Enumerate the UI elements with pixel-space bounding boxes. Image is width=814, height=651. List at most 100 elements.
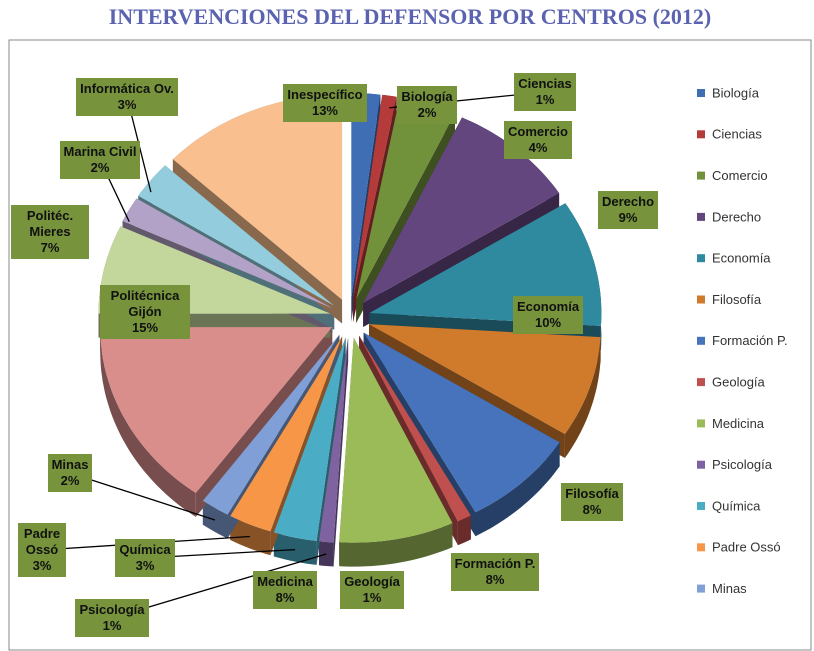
value-label: 8%	[275, 590, 295, 605]
label-wrap: Derecho 9%	[582, 170, 674, 250]
slice-side	[457, 515, 471, 546]
label-wrap: Inespecífico 13%	[267, 63, 383, 143]
slice	[369, 203, 602, 326]
slice	[273, 337, 346, 541]
category-label: Padre Ossó	[23, 526, 61, 557]
legend-swatch	[697, 130, 705, 139]
slice-side	[230, 516, 271, 556]
legend-label: Medicina	[712, 416, 765, 431]
label-box: Marina Civil 2%	[59, 141, 141, 179]
category-label: Biología	[401, 89, 453, 104]
value-label: 2%	[60, 473, 80, 488]
slice	[122, 198, 333, 309]
label-wrap: Comercio 4%	[492, 100, 584, 180]
legend-swatch	[697, 502, 705, 510]
slice	[356, 97, 455, 299]
category-label: Química	[119, 542, 171, 557]
legend-swatch	[697, 171, 705, 180]
value-label: 1%	[362, 590, 382, 605]
legend-swatch	[697, 460, 705, 469]
data-label: Informática Ov.3%	[76, 78, 178, 116]
label-wrap: Medicina 8%	[240, 550, 330, 630]
value-label: 7%	[40, 240, 60, 255]
slice	[202, 334, 340, 515]
value-label: 2%	[90, 160, 110, 175]
legend-label: Psicología	[712, 457, 773, 472]
value-label: 3%	[135, 558, 155, 573]
legend-label: Economía	[712, 251, 771, 266]
category-label: Filosofía	[565, 486, 619, 501]
chart-border	[8, 39, 812, 651]
label-wrap: Química 3%	[101, 518, 189, 598]
slice	[138, 165, 335, 306]
data-label: Formación P.8%	[437, 532, 553, 612]
slice	[363, 332, 560, 513]
legend-swatch	[697, 419, 705, 428]
label-box: Derecho 9%	[597, 191, 659, 229]
label-wrap: Filosofía 8%	[546, 462, 638, 542]
slice-side	[475, 442, 560, 537]
label-box: Química 3%	[115, 539, 175, 577]
value-label: 8%	[582, 502, 602, 517]
slice-side	[100, 327, 196, 517]
label-wrap: Formación P. 8%	[437, 532, 553, 612]
label-wrap: Marina Civil 2%	[42, 120, 158, 200]
legend-label: Geología	[712, 375, 766, 390]
value-label: 8%	[485, 572, 505, 587]
legend-label: Padre Ossó	[712, 540, 781, 555]
legend-swatch	[697, 336, 705, 345]
category-label: Derecho	[601, 194, 655, 209]
slice-side	[333, 337, 349, 567]
label-box: Formación P. 8%	[450, 553, 540, 591]
legend-swatch	[697, 295, 705, 304]
slice	[319, 337, 349, 543]
slice	[359, 335, 471, 522]
chart-title: INTERVENCIONES DEL DEFENSOR POR CENTROS …	[109, 4, 712, 29]
category-label: Inespecífico	[287, 87, 363, 102]
legend-swatch	[697, 378, 705, 387]
value-label: 2%	[417, 105, 437, 120]
legend-label: Ciencias	[712, 127, 762, 142]
legend-swatch	[697, 584, 705, 593]
category-label: Comercio	[508, 124, 568, 139]
legend-swatch	[697, 89, 705, 97]
label-wrap: Politécnica Gijón 15%	[90, 272, 200, 352]
value-label: 9%	[618, 210, 638, 225]
legend-swatch	[697, 254, 705, 263]
legend-label: Filosofía	[712, 292, 762, 307]
label-box: Inespecífico 13%	[283, 84, 367, 122]
category-label: Ciencias	[518, 76, 572, 91]
label-box: Comercio 4%	[504, 121, 572, 159]
value-label: 15%	[131, 320, 159, 335]
category-label: Politéc. Mieres	[26, 208, 74, 239]
label-box: Minas 2%	[47, 454, 93, 492]
label-wrap: Psicología 1%	[63, 578, 161, 651]
slice	[230, 336, 343, 532]
leader-line	[69, 472, 216, 521]
label-box: Economía 10%	[512, 296, 584, 334]
label-box: Ciencias 1%	[514, 73, 576, 111]
category-label: Marina Civil	[63, 144, 137, 159]
label-box: Politécnica Gijón 15%	[100, 285, 190, 339]
slice-side	[273, 532, 317, 565]
value-label: 1%	[102, 618, 122, 633]
legend-label: Química	[712, 498, 761, 513]
slice	[100, 327, 333, 493]
category-label: Informática Ov.	[80, 81, 174, 96]
label-box: Padre Ossó 3%	[18, 523, 66, 577]
label-wrap: Politéc. Mieres 7%	[1, 192, 99, 272]
category-label: Economía	[516, 299, 580, 314]
slice	[351, 93, 381, 298]
label-box: Psicología 1%	[75, 599, 149, 637]
legend-label: Derecho	[712, 209, 761, 224]
